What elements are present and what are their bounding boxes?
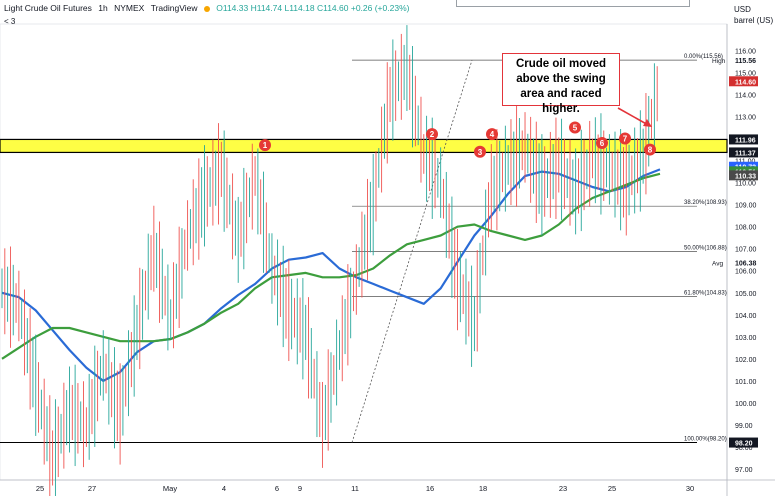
price-tag-label: Avg	[712, 260, 723, 267]
y-tick-label: 99.00	[735, 423, 753, 430]
price-label-box	[729, 170, 758, 181]
y-tick-label: 113.00	[735, 115, 756, 122]
swing-touch-label: 7	[623, 135, 628, 144]
x-tick-label: 4	[222, 484, 226, 493]
price-label-box	[728, 54, 759, 66]
price-label-text: 106.38	[735, 260, 757, 267]
fib-level-label: 100.00%(98.20)	[684, 437, 727, 443]
price-tag-label: High	[712, 58, 726, 65]
price-label-text: 114.60	[735, 79, 756, 86]
callout-arrowhead	[643, 119, 652, 127]
x-tick-label: 16	[426, 484, 434, 493]
y-tick-label: 108.00	[735, 225, 757, 232]
price-label-box	[729, 76, 758, 87]
swing-touch-marker	[619, 132, 631, 145]
price-label-box	[729, 147, 758, 158]
price-label-box	[728, 256, 759, 268]
fib-level-label: 50.00%(106.88)	[684, 245, 727, 251]
annotation-callout: Crude oil moved above the swing area and…	[502, 53, 620, 115]
currency-label: USD	[734, 5, 751, 14]
fib-level-label: 61.80%(104.83)	[684, 290, 727, 296]
ohlc-high: H114.74	[250, 3, 283, 13]
y-tick-label: 103.00	[735, 335, 757, 342]
ohlc-open: O114.33	[216, 3, 249, 13]
y-tick-label: 115.00	[735, 70, 756, 77]
price-label-text: 111.37	[735, 150, 756, 157]
price-label-box	[729, 437, 758, 448]
x-tick-label: 25	[36, 484, 44, 493]
fib-level-label: 38.20%(108.93)	[684, 200, 727, 206]
y-tick-label: 104.00	[735, 313, 757, 320]
moving-average-line	[1, 172, 661, 360]
swing-touch-label: 8	[648, 146, 653, 155]
price-label-text: 111.96	[735, 137, 756, 144]
price-label-text: 115.56	[735, 58, 756, 65]
x-tick-label: May	[163, 484, 177, 493]
y-tick-label: 110.00	[735, 181, 756, 188]
swing-touch-label: 1	[263, 141, 268, 150]
ohlc-low: L114.18	[284, 3, 315, 13]
chart-legend: Light Crude Oil Futures 1h NYMEX Trading…	[4, 3, 409, 13]
x-tick-label: 6	[275, 484, 279, 493]
price-label-text: 110.33	[735, 173, 756, 180]
y-tick-label: 102.00	[735, 357, 757, 364]
interval-label[interactable]: 1h	[98, 3, 108, 13]
y-tick-label: 109.00	[735, 203, 757, 210]
y-tick-label: 101.00	[735, 379, 757, 386]
swing-touch-marker	[426, 128, 438, 141]
price-unit: USD barrel (US)	[734, 4, 773, 26]
x-tick-label: 11	[351, 484, 359, 493]
y-tick-label: 106.00	[735, 269, 757, 276]
swing-touch-label: 2	[430, 130, 435, 139]
swing-touch-marker	[569, 121, 581, 134]
swing-touch-marker	[474, 145, 486, 158]
ohlc-close: C114.60	[316, 3, 349, 13]
y-tick-label: 98.00	[735, 445, 753, 452]
swing-touch-marker	[259, 139, 271, 152]
swing-touch-marker	[596, 136, 608, 149]
source-label: TradingView	[150, 3, 198, 13]
chart-title: Light Crude Oil Futures	[4, 3, 92, 13]
x-tick-label: 30	[686, 484, 694, 493]
x-tick-label: 25	[608, 484, 616, 493]
swing-zone	[0, 138, 728, 154]
y-tick-label: 116.00	[735, 48, 756, 55]
y-tick-label: 97.00	[735, 467, 753, 474]
price-label-box	[729, 134, 758, 145]
y-tick-label: 100.00	[735, 401, 757, 408]
market-status-icon	[203, 5, 210, 12]
exchange-label: NYMEX	[114, 3, 145, 13]
price-label-text: 98.20	[735, 441, 753, 448]
y-tick-label: 107.00	[735, 247, 757, 254]
swing-touch-label: 6	[600, 139, 605, 148]
x-tick-label: 18	[479, 484, 487, 493]
y-tick-label: 114.00	[735, 92, 756, 99]
fib-level-label: 0.00%(115.56)	[684, 54, 723, 60]
unit-label: barrel (US)	[734, 16, 774, 25]
swing-touch-label: 4	[490, 130, 495, 139]
fib-trendline	[351, 60, 473, 443]
swing-touch-marker	[644, 143, 656, 156]
swing-touch-label: 5	[573, 124, 578, 133]
x-tick-label: 23	[559, 484, 567, 493]
collapse-indicators-button[interactable]: < 3	[4, 17, 16, 26]
x-tick-label: 27	[88, 484, 96, 493]
callout-arrow	[617, 107, 651, 127]
x-tick-label: 9	[298, 484, 302, 493]
y-tick-label: 105.00	[735, 291, 757, 298]
swing-touch-marker	[486, 128, 498, 141]
toolbar-panel	[456, 0, 690, 7]
swing-touch-label: 3	[478, 148, 483, 157]
ohlc-change: +0.26 (+0.23%)	[350, 3, 410, 13]
